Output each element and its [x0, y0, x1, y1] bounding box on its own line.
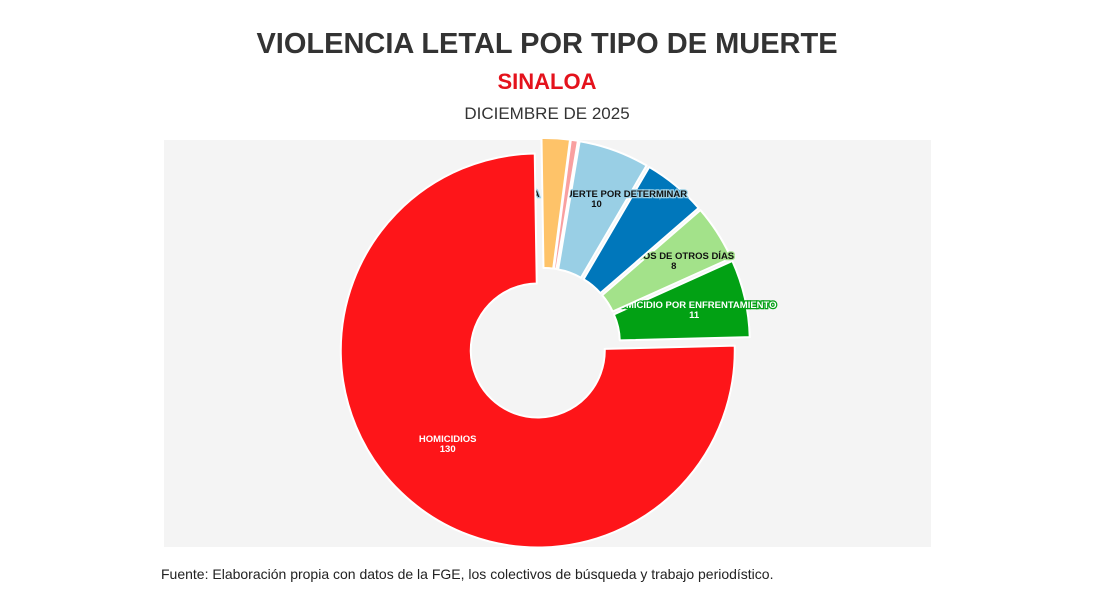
chart-date: DICIEMBRE DE 2025	[464, 104, 630, 123]
slice-5[interactable]	[540, 137, 572, 270]
slice-2[interactable]	[582, 166, 700, 295]
slice-value-label: 11	[689, 310, 700, 321]
chart-title: VIOLENCIA LETAL POR TIPO DE MUERTE	[256, 28, 838, 60]
slice-category-label: HOMICIDIO POR ENFRENTAMIENTO	[612, 300, 777, 311]
slice-value-label: 8	[671, 261, 676, 272]
slice-1[interactable]	[601, 209, 733, 313]
slice-6[interactable]	[339, 152, 736, 549]
chart-subtitle: SINALOA	[497, 69, 597, 94]
slice-0[interactable]	[612, 259, 751, 342]
slice-3[interactable]	[557, 140, 648, 279]
slice-value-label: 130	[440, 444, 456, 455]
slice-value-label: 10	[591, 199, 602, 210]
slice-category-label: HOMICIDIOS	[419, 434, 477, 445]
source-note: Fuente: Elaboración propia con datos de …	[161, 566, 774, 582]
